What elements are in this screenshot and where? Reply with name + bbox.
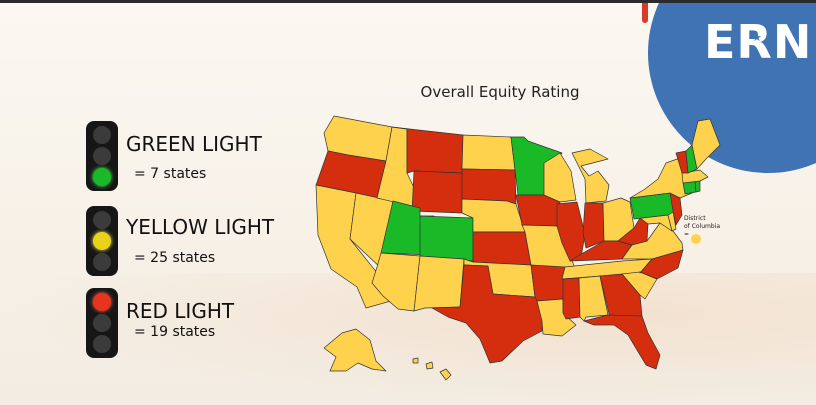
lamp-off — [93, 335, 111, 353]
state-ar — [530, 264, 566, 302]
state-sd — [461, 168, 517, 205]
state-ma — [681, 169, 709, 184]
star-icon: ★ — [752, 31, 762, 44]
state-hi-island-2 — [425, 361, 434, 370]
lamp-off — [93, 253, 111, 271]
legend-green-label: GREEN LIGHT — [126, 132, 262, 156]
state-tx — [431, 264, 544, 364]
us-equity-map — [315, 115, 721, 381]
state-hi-island-3 — [412, 357, 419, 364]
state-nd — [461, 134, 516, 171]
state-mi — [571, 148, 610, 204]
dc-label: District of Columbia = — [684, 215, 720, 239]
state-ri — [694, 180, 701, 193]
state-me — [691, 118, 721, 170]
state-hi — [439, 368, 452, 381]
traffic-light-red-icon — [86, 288, 118, 358]
lamp-off — [93, 211, 111, 229]
state-wy — [411, 170, 463, 214]
dc-swatch — [691, 234, 701, 244]
state-in — [582, 202, 605, 249]
traffic-light-green-icon — [86, 121, 118, 191]
brand-accent — [642, 3, 648, 23]
lamp-yellow — [93, 232, 111, 250]
traffic-light-yellow-icon — [86, 206, 118, 276]
brand-logo: ERN — [704, 15, 813, 69]
legend-yellow-label: YELLOW LIGHT — [126, 215, 275, 239]
lamp-green — [93, 168, 111, 186]
state-fl — [583, 314, 661, 370]
state-ga — [599, 273, 643, 319]
dc-label-line3: = — [684, 231, 690, 238]
dc-label-line1: District — [684, 215, 706, 222]
dc-label-line2: of Columbia — [684, 223, 721, 230]
state-sc — [621, 271, 658, 300]
state-ia — [515, 194, 561, 227]
state-ak — [323, 328, 387, 372]
legend-green-count: = 7 states — [134, 166, 207, 182]
state-ms — [562, 277, 581, 320]
lamp-off — [93, 314, 111, 332]
legend-red-count: = 19 states — [134, 324, 216, 340]
lamp-off — [93, 126, 111, 144]
lamp-red — [93, 293, 111, 311]
legend-red-label: RED LIGHT — [126, 299, 235, 323]
lamp-off — [93, 147, 111, 165]
map-title: Overall Equity Rating — [420, 83, 580, 101]
state-co — [419, 215, 474, 262]
state-wi — [543, 152, 577, 203]
legend-yellow-count: = 25 states — [134, 250, 216, 266]
slide: ERN ★ Overall Equity Rating GREEN LIGHT … — [0, 3, 816, 405]
state-nm — [413, 255, 465, 312]
state-ks — [472, 231, 532, 266]
